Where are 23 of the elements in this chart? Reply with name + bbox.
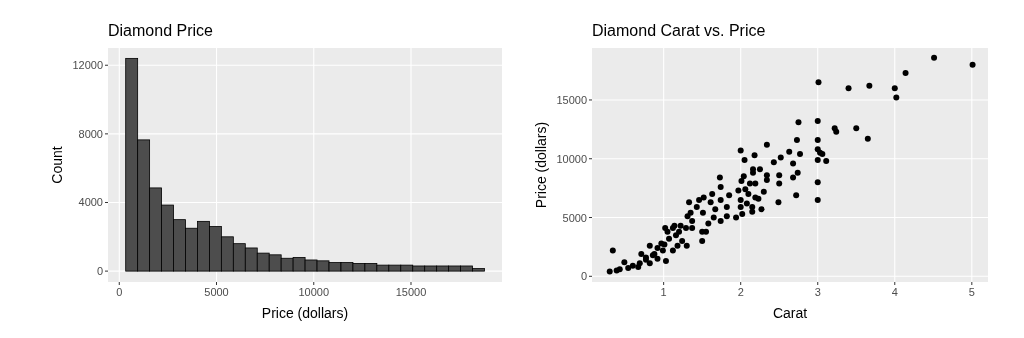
x-axis-title: Carat [772, 305, 808, 321]
y-tick-label: 10000 [556, 152, 587, 165]
x-tick-label: 15000 [395, 286, 427, 298]
x-axis-title: Price (dollars) [261, 305, 349, 321]
x-tick-label: 4 [891, 286, 898, 298]
x-tick-label: 10000 [298, 286, 330, 298]
y-axis-title: Price (dollars) [533, 121, 549, 209]
chart-title: Diamond Price [108, 22, 214, 39]
y-tick-label: 8000 [78, 127, 103, 140]
x-tick-label: 5 [968, 286, 975, 298]
x-tick-label: 1 [660, 286, 667, 298]
y-tick-label: 12000 [72, 59, 103, 72]
x-tick-label: 5000 [204, 286, 229, 298]
y-tick-label: 15000 [556, 93, 587, 106]
y-tick-label: 4000 [78, 196, 103, 209]
y-tick-label: 5000 [562, 211, 587, 224]
y-axis-title: Count [49, 146, 65, 184]
y-tick-label: 0 [580, 270, 587, 283]
y-tick-label: 0 [96, 265, 103, 278]
x-tick-label: 2 [737, 286, 744, 298]
x-tick-label: 0 [116, 286, 123, 298]
chart-title: Diamond Carat vs. Price [592, 22, 766, 39]
x-tick-label: 3 [814, 286, 821, 298]
